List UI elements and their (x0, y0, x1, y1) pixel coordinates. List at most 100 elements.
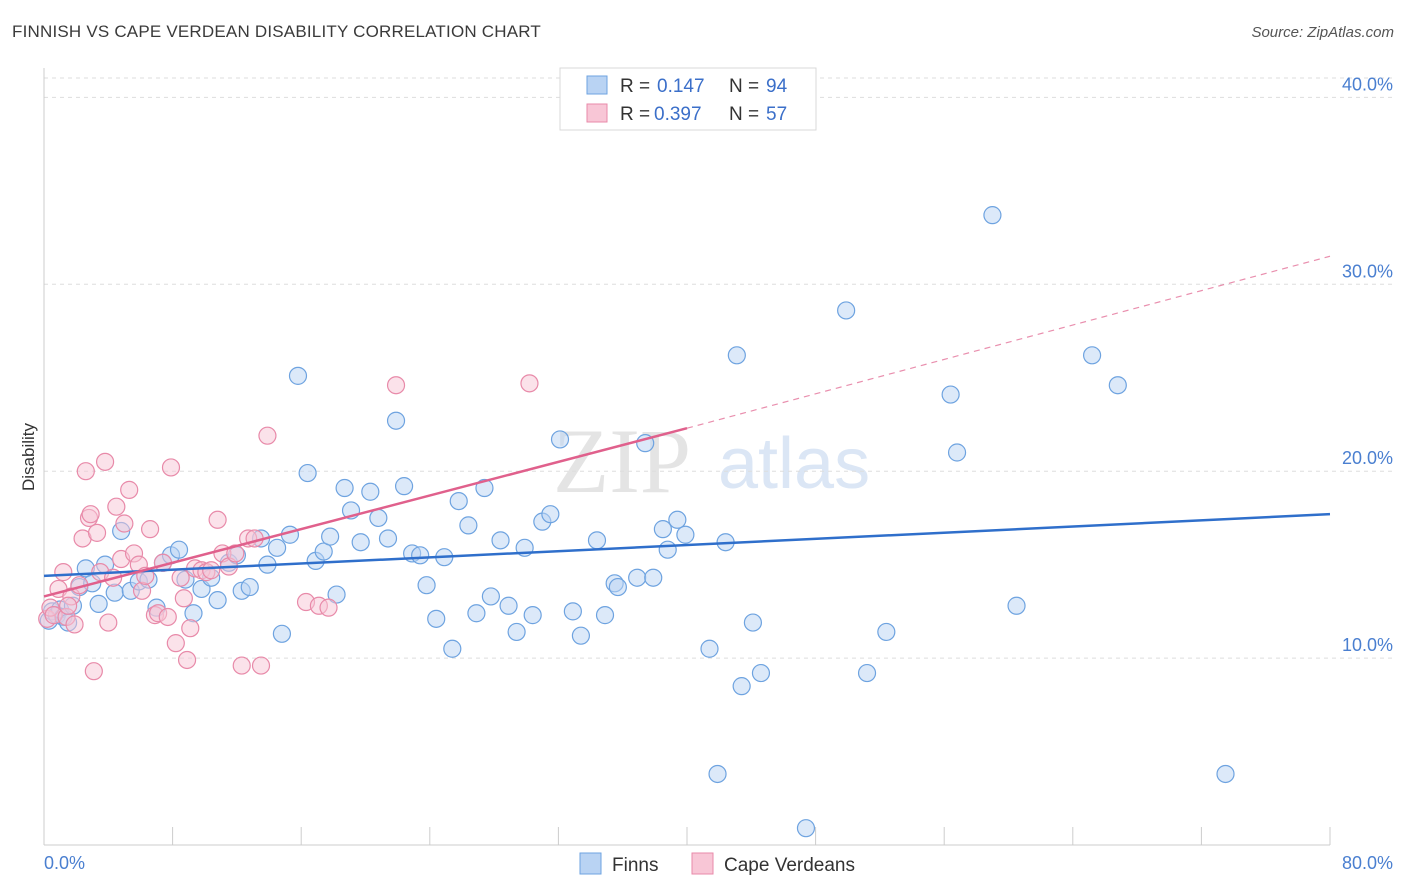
watermark: ZIP atlas (553, 410, 870, 512)
bottom-legend-swatch-finns (579, 852, 602, 875)
finns-point (491, 531, 510, 550)
finns-point (877, 622, 896, 642)
finns-point (481, 587, 500, 606)
finns-point (837, 301, 856, 320)
finns-point (475, 478, 494, 498)
finns-point (653, 520, 672, 539)
cape-verdeans-point (107, 497, 126, 516)
finns-point (1216, 764, 1235, 784)
finns-point (169, 540, 189, 559)
trend-line-finns (43, 512, 1331, 578)
finns-point (208, 591, 227, 610)
legend-n-value-cape-verdeans: 57 (766, 104, 787, 125)
finns-point (378, 529, 398, 548)
watermark-atlas: atlas (718, 424, 870, 504)
finns-point (351, 533, 370, 552)
legend-n-label-finns: N = (729, 76, 759, 97)
cape-verdeans-point (232, 656, 251, 675)
finns-point (1082, 346, 1102, 365)
legend-r-label-cape-verdeans: R = (620, 104, 650, 125)
finns-point (321, 527, 340, 546)
source-credit: Source: ZipAtlas.com (1251, 24, 1394, 41)
cape-verdeans-point (158, 607, 177, 627)
cape-verdeans-point (171, 568, 190, 587)
finns-point (314, 542, 333, 561)
cape-verdeans-point (166, 634, 185, 653)
legend-r-value-finns: 0.147 (657, 76, 705, 97)
x-tick-label-min: 0.0% (44, 853, 85, 873)
finns-point (743, 613, 763, 632)
legend-n-label-cape-verdeans: N = (729, 104, 759, 125)
cape-verdeans-point (319, 598, 338, 617)
cape-verdeans-point (386, 376, 406, 395)
finns-point (267, 538, 287, 557)
finns-point (335, 478, 354, 498)
finns-point (507, 622, 526, 642)
x-tick-label-max: 80.0% (1342, 853, 1393, 873)
finns-point (272, 624, 292, 643)
legend-swatch-finns (586, 75, 608, 95)
bottom-legend-label-finns: Finns (612, 855, 658, 876)
cape-verdeans-point (54, 563, 73, 582)
finns-point (361, 482, 380, 501)
correlation-legend: R = 0.147 N = 94 R = 0.397 N = 57 (559, 67, 817, 131)
finns-point (327, 585, 346, 604)
finns-point (427, 609, 446, 628)
cape-verdeans-point (65, 615, 84, 634)
cape-verdeans-point (202, 561, 221, 580)
trend-line-extension-cape-verdeans (686, 255, 1331, 429)
finns-point (587, 531, 607, 550)
finns-point (732, 677, 751, 696)
finns-point (796, 819, 816, 838)
cape-verdeans-point (132, 581, 152, 600)
finns-point (298, 463, 317, 483)
finns-point (105, 583, 124, 602)
bottom-legend-label-cape-verdeans: Cape Verdeans (724, 855, 855, 876)
finns-point (240, 577, 259, 597)
finns-point (751, 663, 771, 683)
finns-point (1108, 376, 1127, 395)
points-layer (38, 206, 1235, 838)
legend-r-value-cape-verdeans: 0.397 (654, 104, 702, 125)
y-axis-title: Disability (19, 422, 38, 491)
watermark-zip: ZIP (553, 410, 691, 512)
cape-verdeans-point (99, 613, 118, 632)
cape-verdeans-point (245, 529, 264, 548)
finns-point (459, 516, 478, 535)
finns-point (288, 366, 308, 385)
finns-point (608, 577, 627, 597)
finns-point (541, 505, 560, 524)
finns-point (1007, 596, 1026, 615)
finns-point (417, 576, 436, 595)
axes (43, 68, 1331, 846)
finns-point (184, 604, 203, 623)
cape-verdeans-point (59, 596, 78, 615)
finns-point (443, 639, 462, 658)
finns-point (727, 346, 746, 365)
y-tick-labels: 10.0% 20.0% 30.0% 40.0% (1342, 74, 1393, 655)
cape-verdeans-point (95, 452, 115, 471)
cape-verdeans-point (81, 505, 100, 524)
finns-point (523, 606, 542, 625)
cape-verdeans-point (208, 510, 227, 529)
finns-point (668, 510, 687, 529)
finns-point (644, 568, 663, 587)
finns-point (386, 411, 406, 430)
finns-point (658, 540, 677, 559)
trend-line-cape-verdeans (43, 426, 688, 598)
legend-swatch-cape-verdeans (586, 103, 608, 123)
finns-point (941, 385, 960, 404)
cape-verdeans-point (87, 523, 107, 542)
cape-verdeans-point (251, 656, 271, 675)
cape-verdeans-point (181, 619, 200, 638)
chart-title: FINNISH VS CAPE VERDEAN DISABILITY CORRE… (12, 22, 542, 41)
trend-lines (43, 255, 1331, 598)
y-tick-label: 10.0% (1342, 635, 1393, 655)
y-tick-label: 40.0% (1342, 74, 1393, 94)
y-tick-label: 20.0% (1342, 448, 1393, 468)
finns-point (550, 430, 570, 449)
legend-n-value-finns: 94 (766, 76, 788, 97)
cape-verdeans-point (84, 662, 103, 681)
finns-point (499, 596, 518, 615)
